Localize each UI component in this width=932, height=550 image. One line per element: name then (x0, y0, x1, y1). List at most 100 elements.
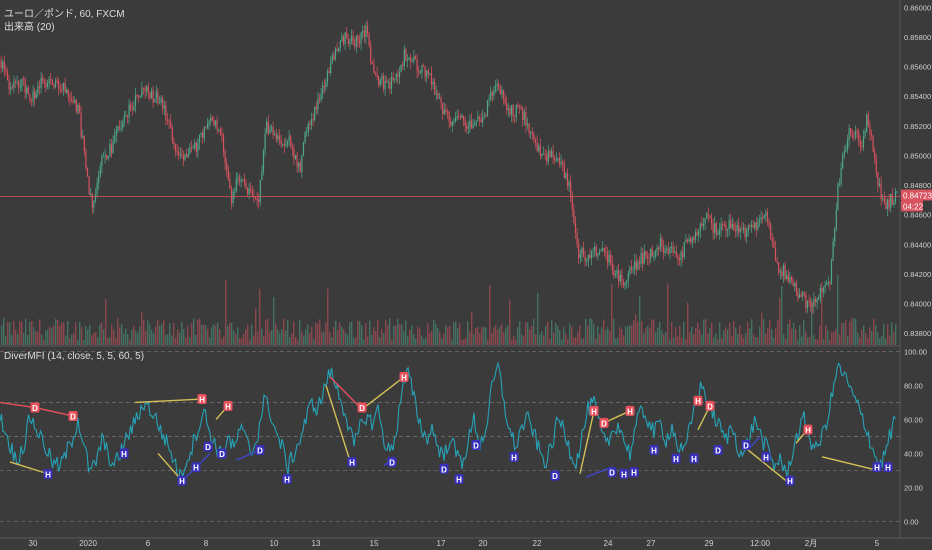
candle-body (546, 155, 548, 162)
candle-body (669, 246, 671, 254)
divergence-line-bull (134, 398, 203, 404)
volume-bar (605, 329, 607, 345)
candle-body (109, 144, 111, 157)
axes-layer: 0.86000 0.85800 0.85600 0.85400 0.85200 0.850… (29, 3, 932, 548)
candle-body (763, 215, 765, 219)
candle-body (650, 249, 652, 259)
marker-bull-box (177, 475, 187, 486)
volume-bar (519, 321, 521, 345)
volume-bar (293, 321, 295, 345)
volume-bar (589, 318, 591, 345)
candle-body (48, 78, 50, 83)
candle-body (826, 282, 828, 285)
candle-body (422, 65, 425, 67)
candle-body (224, 151, 226, 164)
candle-body (651, 249, 653, 257)
candle-body (738, 224, 740, 233)
candle-body (765, 212, 767, 216)
candle-body (776, 260, 778, 263)
volume-bar (117, 318, 119, 345)
volume-bar (377, 319, 379, 345)
volume-bar (577, 332, 579, 345)
candle-body (853, 136, 855, 138)
volume-bar (139, 326, 141, 345)
candle-body (394, 78, 396, 80)
volume-bar (847, 335, 849, 345)
candle-body (203, 127, 205, 139)
candle-body (509, 108, 511, 115)
candle-body (896, 191, 898, 193)
volume-bar (655, 331, 657, 345)
volume-bar (463, 339, 465, 345)
candle-body (635, 260, 637, 270)
candle-body (210, 117, 212, 122)
volume-bar (581, 338, 583, 345)
volume-bar (31, 321, 33, 345)
candle-body (245, 182, 247, 189)
candle-body (726, 229, 729, 231)
candle-body (256, 198, 258, 201)
volume-bar (45, 330, 47, 345)
candle-body (710, 217, 713, 224)
candle-body (37, 85, 39, 94)
volume-bar (851, 318, 853, 345)
volume-bar (713, 337, 715, 345)
candle-body (226, 163, 228, 170)
candle-body (333, 55, 335, 60)
volume-bar (535, 333, 537, 345)
candle-body (797, 291, 799, 299)
candle-body (786, 274, 788, 280)
volume-bar (875, 325, 877, 345)
candle-body (504, 98, 506, 104)
volume-bar (417, 326, 419, 345)
volume-bar (681, 337, 683, 345)
volume-bar (213, 324, 215, 345)
volume-bar (323, 331, 325, 345)
symbol-legend[interactable]: ユーロ／ポンド, 60, FXCM (4, 9, 125, 20)
volume-bar (829, 339, 831, 345)
marker-bull-box (671, 453, 681, 464)
candle-body (99, 166, 101, 177)
price-tick-label: 0.84200 (904, 270, 931, 279)
volume-bar (345, 332, 347, 345)
marker-bull-label: H (787, 477, 793, 486)
candle-body (200, 132, 202, 135)
indicator-legend[interactable]: DiverMFI (14, close, 5, 5, 60, 5) (4, 351, 145, 362)
volume-bar (795, 329, 797, 345)
time-tick-label: 15 (370, 539, 379, 548)
volume-bar (317, 323, 319, 345)
volume-bar (241, 337, 243, 345)
volume-bar (523, 336, 525, 345)
volume-bar (507, 325, 509, 345)
volume-bar (337, 330, 339, 345)
volume-bar (189, 337, 191, 345)
volume-bar (663, 334, 665, 345)
volume-bar (11, 334, 13, 345)
marker-bear-label: D (70, 413, 76, 422)
candle-body (795, 282, 797, 292)
candle-body (22, 78, 25, 80)
marker-bull-label: H (673, 455, 679, 464)
volume-bar (123, 333, 125, 345)
volume-bar (623, 335, 625, 345)
candle-body (365, 25, 367, 38)
candle-body (883, 198, 885, 203)
volume-bar (873, 318, 875, 345)
candle-body (779, 271, 781, 273)
price-tick-label: 0.85200 (904, 122, 931, 131)
volume-bar (479, 333, 481, 345)
volume-bar (71, 334, 73, 345)
candle-body (498, 84, 500, 89)
candle-body (794, 282, 796, 286)
candle-body (787, 274, 789, 283)
volume-bar (499, 327, 501, 345)
candle-body (698, 230, 700, 236)
candle-body (128, 104, 130, 118)
candle-body (840, 168, 842, 184)
volume-bar (745, 333, 747, 345)
candle-body (805, 294, 807, 309)
candle-body (318, 98, 321, 100)
volume-legend[interactable]: 出来高 (20) (4, 22, 55, 33)
candle-body (608, 254, 610, 263)
